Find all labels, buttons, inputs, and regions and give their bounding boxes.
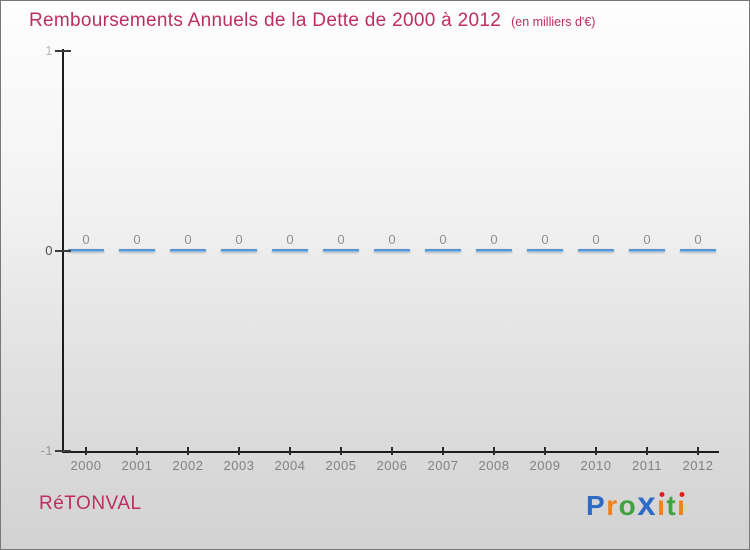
bar-value-label: 0 [592, 232, 600, 247]
x-axis-tick [85, 447, 87, 455]
bar-value-label: 0 [184, 232, 192, 247]
bar-value-label: 0 [286, 232, 294, 247]
x-axis-label: 2010 [580, 458, 612, 473]
bar [119, 249, 155, 252]
bar-value-label: 0 [643, 232, 651, 247]
logo-letter: P [586, 490, 607, 521]
y-axis-label: 1 [45, 43, 53, 58]
x-axis-tick [646, 447, 648, 455]
proxiti-logo: Proxı tı [586, 484, 686, 524]
y-axis-tick [55, 250, 71, 252]
x-axis-label: 2006 [376, 458, 408, 473]
bar [323, 249, 359, 252]
x-axis-tick [187, 447, 189, 455]
bar [476, 249, 512, 252]
y-axis-label: 0 [45, 243, 53, 258]
x-axis-label: 2008 [478, 458, 510, 473]
bar [221, 249, 257, 252]
bar [170, 249, 206, 252]
bar [629, 249, 665, 252]
x-axis-tick [391, 447, 393, 455]
bar-value-label: 0 [133, 232, 141, 247]
x-axis-tick [544, 447, 546, 455]
logo-letter: ı [657, 490, 667, 521]
x-axis-tick [136, 447, 138, 455]
x-axis [62, 451, 719, 453]
bar [374, 249, 410, 252]
chart-title: Remboursements Annuels de la Dette de 20… [29, 10, 502, 31]
logo-letter: o [618, 490, 638, 521]
x-axis-label: 2007 [427, 458, 459, 473]
y-axis-label: -1 [40, 443, 53, 458]
x-axis-label: 2002 [172, 458, 204, 473]
logo-i-dot [659, 492, 665, 497]
bar [272, 249, 308, 252]
x-axis-label: 2000 [70, 458, 102, 473]
chart-subtitle: (en milliers d'€) [511, 15, 596, 29]
x-axis-tick [289, 447, 291, 455]
bar [527, 249, 563, 252]
bar-value-label: 0 [82, 232, 90, 247]
bar-value-label: 0 [388, 232, 396, 247]
x-axis-tick [493, 447, 495, 455]
bar [68, 249, 104, 252]
bar [578, 249, 614, 252]
bar-value-label: 0 [490, 232, 498, 247]
bar [425, 249, 461, 252]
x-axis-label: 2003 [223, 458, 255, 473]
brand-retonval: RéTONVAL [39, 493, 142, 514]
x-axis-label: 2012 [682, 458, 714, 473]
logo-letter: ı [677, 490, 687, 521]
logo-i-dot [679, 492, 685, 497]
x-axis-label: 2009 [529, 458, 561, 473]
bar-value-label: 0 [541, 232, 549, 247]
bar [680, 249, 716, 252]
y-axis-tick [55, 450, 71, 452]
x-axis-tick [238, 447, 240, 455]
bar-value-label: 0 [439, 232, 447, 247]
x-axis-label: 2011 [632, 458, 662, 473]
x-axis-tick [697, 447, 699, 455]
bar-value-label: 0 [235, 232, 243, 247]
x-axis-tick [340, 447, 342, 455]
logo-letter: x [637, 485, 658, 522]
logo-letter: r [606, 490, 619, 521]
x-axis-label: 2004 [274, 458, 306, 473]
bar-value-label: 0 [694, 232, 702, 247]
x-axis-tick [442, 447, 444, 455]
y-axis-tick [55, 50, 71, 52]
x-axis-tick [595, 447, 597, 455]
bar-value-label: 0 [337, 232, 345, 247]
logo-letter: t [666, 490, 678, 521]
x-axis-label: 2001 [121, 458, 153, 473]
chart-title-block: Remboursements Annuels de la Dette de 20… [29, 10, 595, 32]
x-axis-label: 2005 [325, 458, 357, 473]
